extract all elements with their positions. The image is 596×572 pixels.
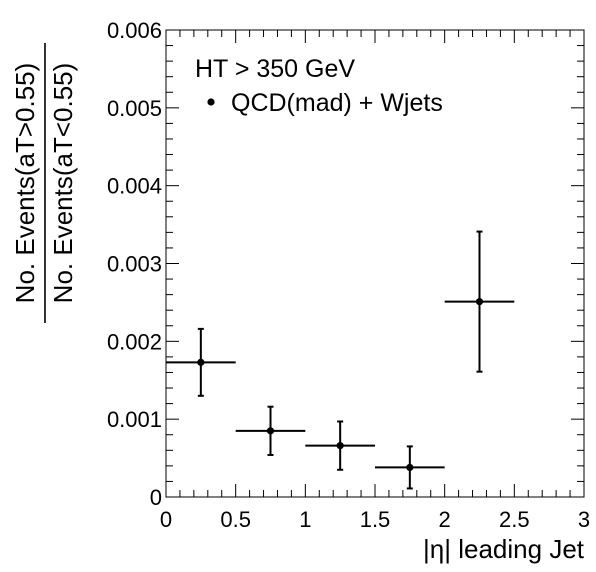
y-tick-label: 0.004 [107, 174, 162, 199]
legend: HT > 350 GeV QCD(mad) + Wjets [195, 55, 443, 117]
x-tick-label: 1.5 [360, 507, 391, 532]
data-point [444, 230, 515, 373]
x-axis-title: |η| leading Jet [423, 534, 585, 564]
data-point [375, 445, 445, 490]
y-tick-label: 0.006 [107, 18, 162, 43]
data-point [166, 327, 236, 397]
x-tick-label: 2.5 [499, 507, 530, 532]
data-marker [266, 427, 275, 435]
legend-entry: QCD(mad) + Wjets [231, 89, 443, 117]
data-marker [406, 463, 414, 472]
x-tick-label: 2 [439, 507, 451, 532]
minor-ticks [166, 30, 584, 497]
data-marker [336, 442, 344, 450]
data-point [235, 405, 306, 456]
x-tick-label: 3 [578, 507, 590, 532]
y-axis-title-denominator: No. Events(aT<0.55) [48, 63, 78, 304]
data-marker [475, 298, 484, 306]
y-tick-label: 0.002 [107, 329, 162, 354]
legend-header: HT > 350 GeV [195, 55, 355, 83]
legend-marker [207, 98, 215, 106]
x-tick-labels: 0 0.5 1 1.5 2 2.5 3 [160, 507, 590, 532]
y-axis-title: No. Events(aT>0.55) No. Events(aT<0.55) [10, 43, 78, 323]
major-ticks [165, 29, 585, 498]
y-axis-title-numerator: No. Events(aT>0.55) [10, 63, 40, 304]
x-tick-label: 0 [160, 507, 172, 532]
data-series [166, 230, 515, 490]
y-tick-label: 0.001 [107, 407, 162, 432]
data-marker [197, 358, 205, 366]
y-tick-label: 0.005 [107, 96, 162, 121]
y-tick-label: 0.003 [107, 252, 162, 277]
x-tick-label: 1 [299, 507, 311, 532]
y-tick-label: 0 [150, 485, 162, 510]
y-tick-labels: 0 0.001 0.002 0.003 0.004 0.005 0.006 [107, 18, 162, 510]
x-tick-label: 0.5 [220, 507, 251, 532]
data-point [305, 420, 375, 471]
